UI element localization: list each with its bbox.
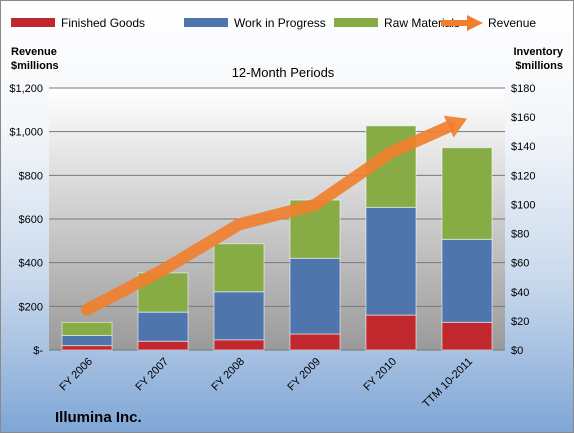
right-tick-label: $180 <box>511 83 535 95</box>
right-axis-ticks: $0 $20 $40 $60 $80 $100 $120 $140 $160 $180 <box>511 83 535 357</box>
revenue-line <box>81 115 467 316</box>
legend-swatch-finished-goods <box>11 18 55 27</box>
legend-label-raw-materials: Raw Materials <box>384 16 460 30</box>
left-tick-label: $800 <box>19 170 43 182</box>
legend: Finished Goods Work in Progress Raw Mate… <box>11 15 536 31</box>
left-axis-title-line1: Revenue <box>11 46 57 58</box>
left-axis-ticks: $- $200 $400 $600 $800 $1,000 $1,200 <box>9 83 43 357</box>
category-labels: FY 2006 FY 2007 FY 2008 FY 2009 FY 2010 TTM 1… <box>57 356 475 411</box>
right-tick-label: $80 <box>511 229 529 241</box>
revenue-line-path <box>81 120 455 316</box>
chart-subtitle: 12-Month Periods <box>232 65 335 80</box>
right-tick-label: $40 <box>511 287 529 299</box>
right-axis-title-line1: Inventory <box>513 46 563 58</box>
left-tick-label: $- <box>33 345 43 357</box>
right-tick-label: $160 <box>511 112 535 124</box>
left-tick-label: $1,000 <box>9 127 43 139</box>
right-tick-label: $100 <box>511 199 535 211</box>
bars <box>61 125 493 351</box>
category-label: FY 2010 <box>361 356 399 394</box>
legend-swatch-work-in-progress <box>184 18 228 27</box>
category-label: FY 2009 <box>285 356 323 394</box>
category-label: FY 2008 <box>209 356 247 394</box>
legend-swatch-raw-materials <box>334 18 378 27</box>
left-axis-title-line2: $millions <box>11 60 59 72</box>
bar-finished-goods <box>365 314 417 351</box>
bar-work-in-progress <box>365 206 417 316</box>
left-tick-label: $200 <box>19 301 43 313</box>
bar-raw-materials <box>61 321 113 336</box>
bar-finished-goods <box>441 321 493 351</box>
bar-raw-materials <box>213 243 265 293</box>
category-label: TTM 10-2011 <box>421 356 476 411</box>
bar-finished-goods <box>61 345 113 351</box>
right-tick-label: $120 <box>511 170 535 182</box>
right-tick-label: $0 <box>511 345 523 357</box>
legend-label-revenue: Revenue <box>488 16 536 30</box>
bar-work-in-progress <box>441 238 493 323</box>
right-axis-title-line2: $millions <box>515 60 563 72</box>
bar-finished-goods <box>137 340 189 351</box>
right-tick-label: $60 <box>511 258 529 270</box>
bar-raw-materials <box>441 147 493 240</box>
left-tick-label: $600 <box>19 214 43 226</box>
right-tick-label: $20 <box>511 316 529 328</box>
bar-finished-goods <box>213 339 265 351</box>
company-name: Illumina Inc. <box>55 409 142 426</box>
category-label: FY 2007 <box>133 356 171 394</box>
right-tick-label: $140 <box>511 141 535 153</box>
legend-label-finished-goods: Finished Goods <box>61 16 145 30</box>
revenue-arrowhead <box>443 115 467 138</box>
category-label: FY 2006 <box>57 356 95 394</box>
left-tick-label: $400 <box>19 258 43 270</box>
bar-work-in-progress <box>289 257 341 335</box>
legend-label-work-in-progress: Work in Progress <box>234 16 326 30</box>
bar-work-in-progress <box>137 311 189 342</box>
bar-work-in-progress <box>213 291 265 341</box>
legend-swatch-revenue <box>441 15 483 31</box>
left-tick-label: $1,200 <box>9 83 43 95</box>
bar-work-in-progress <box>61 334 113 347</box>
bar-finished-goods <box>289 333 341 351</box>
